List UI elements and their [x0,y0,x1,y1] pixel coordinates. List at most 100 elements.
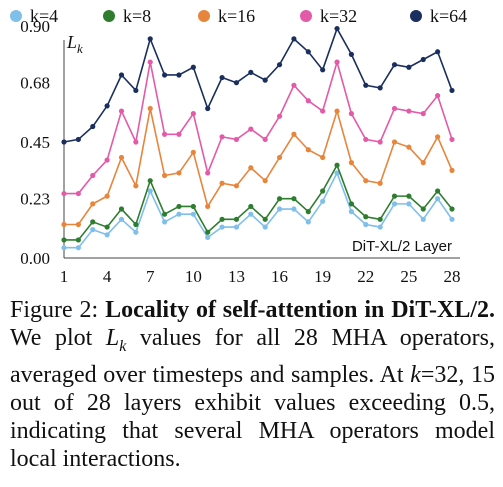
data-point [90,219,96,225]
data-point [176,72,182,78]
caption-math-l: L [105,325,120,351]
data-point [420,160,426,166]
data-point [449,216,455,222]
data-point [420,56,426,63]
data-point [248,211,254,217]
legend-marker [10,10,22,22]
data-point [90,227,96,233]
data-point [305,98,311,104]
data-point [205,170,211,176]
data-point [420,111,426,117]
data-point [176,211,182,217]
data-point [219,180,225,186]
data-point [190,203,196,210]
data-point [147,36,153,42]
data-point [334,25,340,32]
data-point [233,80,240,86]
data-point [305,219,311,225]
data-point [75,245,81,251]
data-point [435,93,441,99]
data-point [219,134,225,140]
data-point [104,224,110,230]
data-point [104,103,110,109]
data-point [262,224,268,230]
data-point [233,136,240,143]
data-point [348,201,355,207]
y-tick-labels: 0.00 0.23 0.45 0.68 0.90 [20,17,50,268]
data-point [147,105,153,112]
data-point [291,131,297,137]
data-point [262,178,268,184]
legend-label: k=8 [123,6,151,26]
data-point [305,49,311,55]
data-point [190,111,196,117]
data-point [435,134,441,140]
legend-marker [198,10,210,22]
data-point [262,216,268,222]
data-point [320,67,326,73]
data-point [190,211,196,217]
data-point [348,51,355,57]
data-point [219,224,225,230]
x-tick-label: 22 [357,267,374,286]
x-tick-label: 16 [271,267,288,286]
x-tick-label: 25 [400,267,417,286]
x-tick-labels: 1 4 7 10 13 16 19 22 25 28 [60,267,461,286]
data-point [248,203,254,210]
data-point [104,232,110,238]
x-tick-label: 1 [60,267,69,286]
data-point [147,59,153,65]
data-point [161,219,168,225]
caption-text-1: We plot [10,325,106,351]
data-point [406,193,412,199]
data-point [435,196,441,202]
data-point [118,206,125,212]
legend-label: k=32 [320,6,357,26]
data-point [75,136,81,143]
data-point [219,74,225,81]
data-point [90,201,96,207]
data-point [61,190,67,197]
data-point [363,178,369,184]
data-point [348,160,355,166]
y-tick-label: 0.23 [20,190,50,209]
data-point [435,49,441,55]
data-point [276,62,283,68]
data-point [435,188,441,194]
x-tick-label: 4 [103,267,112,286]
data-point [248,69,254,75]
data-point [320,198,326,204]
data-point [75,237,81,243]
data-point [305,209,311,215]
data-point [61,221,67,228]
data-point [291,82,297,88]
series-line-k=64 [63,26,453,143]
data-point [291,196,297,202]
data-point [377,224,383,230]
data-point [348,209,355,215]
data-point [377,85,383,91]
data-point [133,229,139,235]
figure-caption: Figure 2: Locality of self-attention in … [10,296,495,473]
data-point [147,178,153,184]
data-point [377,216,383,222]
caption-text-3: =32, 15 out of 28 layers exhibit values … [10,361,495,472]
data-point [205,234,211,240]
data-point [248,165,254,171]
legend-label: k=16 [218,6,255,26]
data-point [377,180,383,186]
data-point [104,157,110,163]
series-line-k=8 [64,163,453,241]
caption-bold-title: Locality of self-attention in DiT-XL/2. [105,297,496,323]
data-point [104,193,110,199]
axes: Lk [63,32,460,259]
data-point [133,139,139,145]
data-point [190,149,196,155]
layer-annotation: DiT-XL/2 Layer [352,238,452,255]
data-point [276,154,283,161]
series-line-k=16 [64,108,453,226]
data-point [406,201,412,207]
x-tick-label: 19 [314,267,331,286]
data-point [262,77,268,83]
x-tick-label: 10 [185,267,202,286]
